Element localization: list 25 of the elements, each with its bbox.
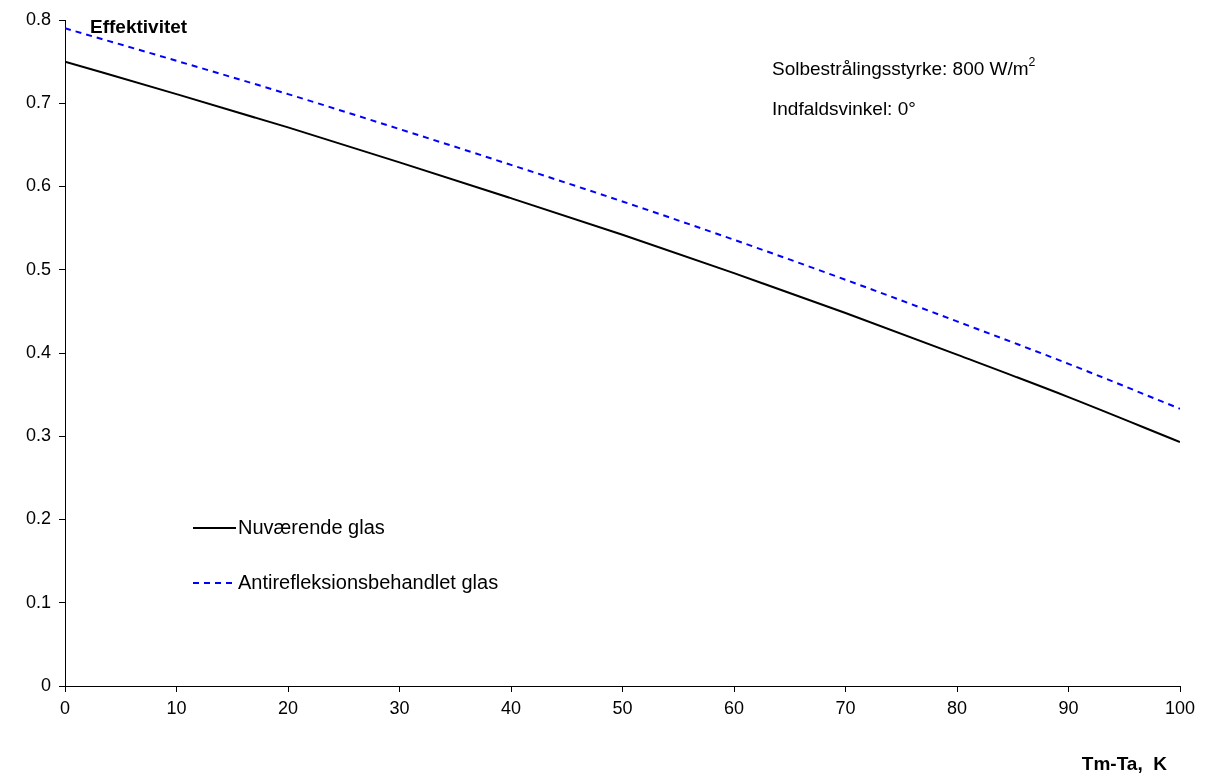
legend-label: Nuværende glas [238,515,385,538]
x-tick-label: 70 [835,697,856,718]
x-tick-label: 100 [1164,697,1196,718]
legend-label: Antirefleksionsbehandlet glas [238,570,499,593]
y-axis-title: Effektivitet [90,16,188,37]
x-tick-label: 20 [277,697,299,718]
x-tick-label: 80 [946,697,968,718]
y-tick-label: 0.5 [25,258,51,279]
y-tick-label: 0 [40,674,51,695]
x-tick-label: 60 [723,697,745,718]
y-tick-label: 0.2 [25,508,51,529]
y-tick-label: 0.6 [25,175,51,196]
x-tick-label: 30 [389,697,410,718]
x-tick-label: 10 [166,697,187,718]
y-tick-label: 0.3 [25,425,51,446]
y-tick-label: 0.8 [25,8,51,29]
y-tick-label: 0.7 [25,92,51,113]
x-tick-label: 40 [500,697,522,718]
x-tick-label: 50 [612,697,633,718]
x-axis-title: Tm-Ta, K [1081,753,1168,774]
x-tick-label: 90 [1058,697,1079,718]
y-tick-label: 0.1 [25,591,51,612]
x-tick-label: 0 [59,697,71,718]
annotation: Indfaldsvinkel: 0° [772,98,916,119]
y-tick-label: 0.4 [25,341,51,362]
